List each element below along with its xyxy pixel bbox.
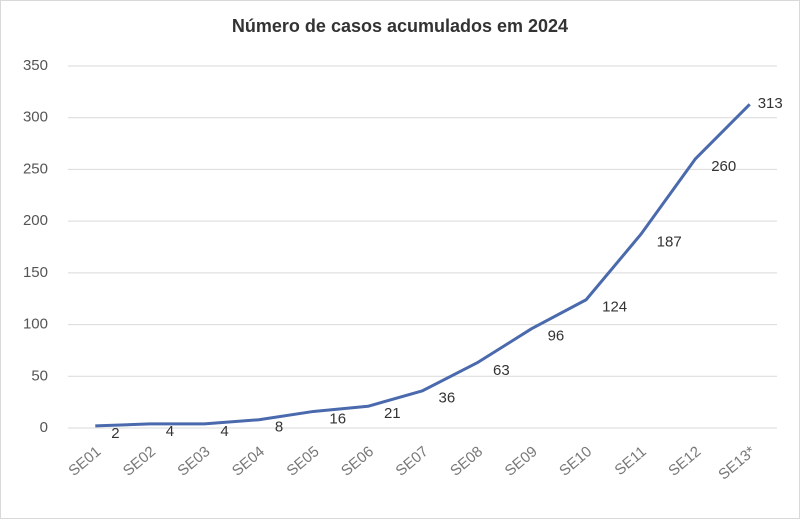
data-label: 187 <box>657 234 682 251</box>
data-label: 4 <box>166 423 174 440</box>
data-label: 4 <box>220 423 228 440</box>
chart-title: Número de casos acumulados em 2024 <box>232 16 568 36</box>
data-label: 260 <box>711 158 736 175</box>
y-tick-label: 0 <box>40 419 48 436</box>
data-label: 96 <box>548 328 565 345</box>
y-tick-label: 150 <box>23 264 48 281</box>
y-tick-label: 250 <box>23 160 48 177</box>
data-label: 124 <box>602 299 627 316</box>
y-tick-label: 300 <box>23 109 48 126</box>
line-series <box>95 103 751 428</box>
data-label: 36 <box>439 390 456 407</box>
data-label: 313 <box>758 95 783 112</box>
y-tick-label: 100 <box>23 316 48 333</box>
y-tick-label: 200 <box>23 212 48 229</box>
data-label: 16 <box>329 410 346 427</box>
data-label: 2 <box>111 425 119 442</box>
data-label: 63 <box>493 362 510 379</box>
data-label: 8 <box>275 419 283 436</box>
y-tick-label: 350 <box>23 57 48 74</box>
data-label: 21 <box>384 405 401 422</box>
y-tick-label: 50 <box>31 367 48 384</box>
